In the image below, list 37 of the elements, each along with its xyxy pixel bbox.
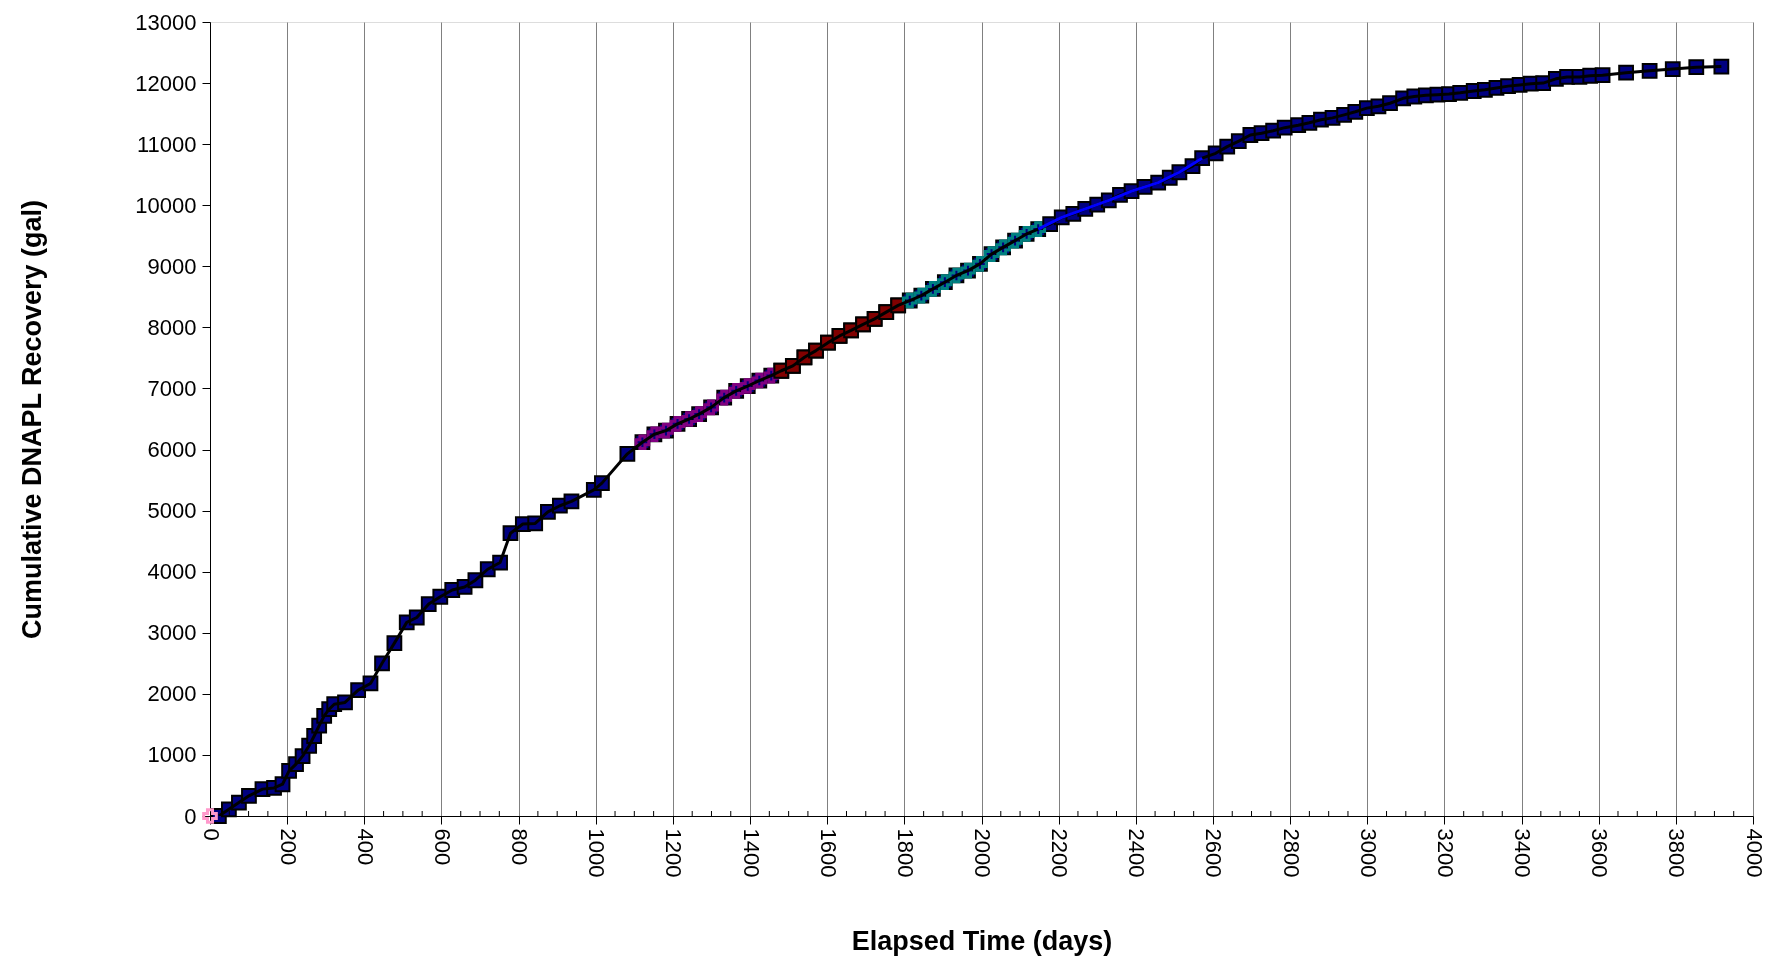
x-tick-label: 3800 xyxy=(1664,828,1690,878)
y-tick-label: 7000 xyxy=(147,375,197,401)
y-tick-label: 10000 xyxy=(135,192,197,218)
x-tick-label: 1400 xyxy=(738,828,764,878)
y-tick-label: 0 xyxy=(184,803,197,829)
x-tick-label: 1000 xyxy=(584,828,610,878)
x-tick-label: 4000 xyxy=(1741,828,1767,878)
x-tick-label: 2200 xyxy=(1047,828,1073,878)
x-tick-label: 3600 xyxy=(1587,828,1613,878)
y-tick-label: 9000 xyxy=(147,253,197,279)
y-tick-label: 3000 xyxy=(147,620,197,646)
y-tick-label: 13000 xyxy=(135,9,197,35)
x-tick-label: 400 xyxy=(352,828,378,866)
x-tick-label: 3400 xyxy=(1510,828,1536,878)
y-axis-title: Cumulative DNAPL Recovery (gal) xyxy=(17,199,48,640)
x-tick-label: 1800 xyxy=(892,828,918,878)
y-tick-label: 2000 xyxy=(147,681,197,707)
y-tick-label: 12000 xyxy=(135,70,197,96)
y-tick-label: 11000 xyxy=(136,131,197,157)
y-tick-label: 4000 xyxy=(147,559,197,585)
x-tick-label: 600 xyxy=(429,828,455,866)
x-tick-label: 0 xyxy=(198,828,224,841)
x-tick-label: 2400 xyxy=(1124,828,1150,878)
x-tick-label: 3000 xyxy=(1355,828,1381,878)
y-tick-label: 6000 xyxy=(147,437,197,463)
y-tick-label: 8000 xyxy=(147,314,197,340)
x-tick-label: 2600 xyxy=(1201,828,1227,878)
x-tick-label: 200 xyxy=(275,828,301,866)
y-tick-label: 1000 xyxy=(147,742,197,768)
y-tick-label: 5000 xyxy=(147,498,197,524)
x-axis-title: Elapsed Time (days) xyxy=(851,926,1113,957)
x-tick-label: 2800 xyxy=(1278,828,1304,878)
x-tick-label: 1600 xyxy=(815,828,841,878)
x-tick-label: 1200 xyxy=(661,828,687,878)
x-tick-label: 3200 xyxy=(1432,828,1458,878)
x-tick-label: 2000 xyxy=(970,828,995,878)
x-tick-label: 800 xyxy=(507,828,533,866)
